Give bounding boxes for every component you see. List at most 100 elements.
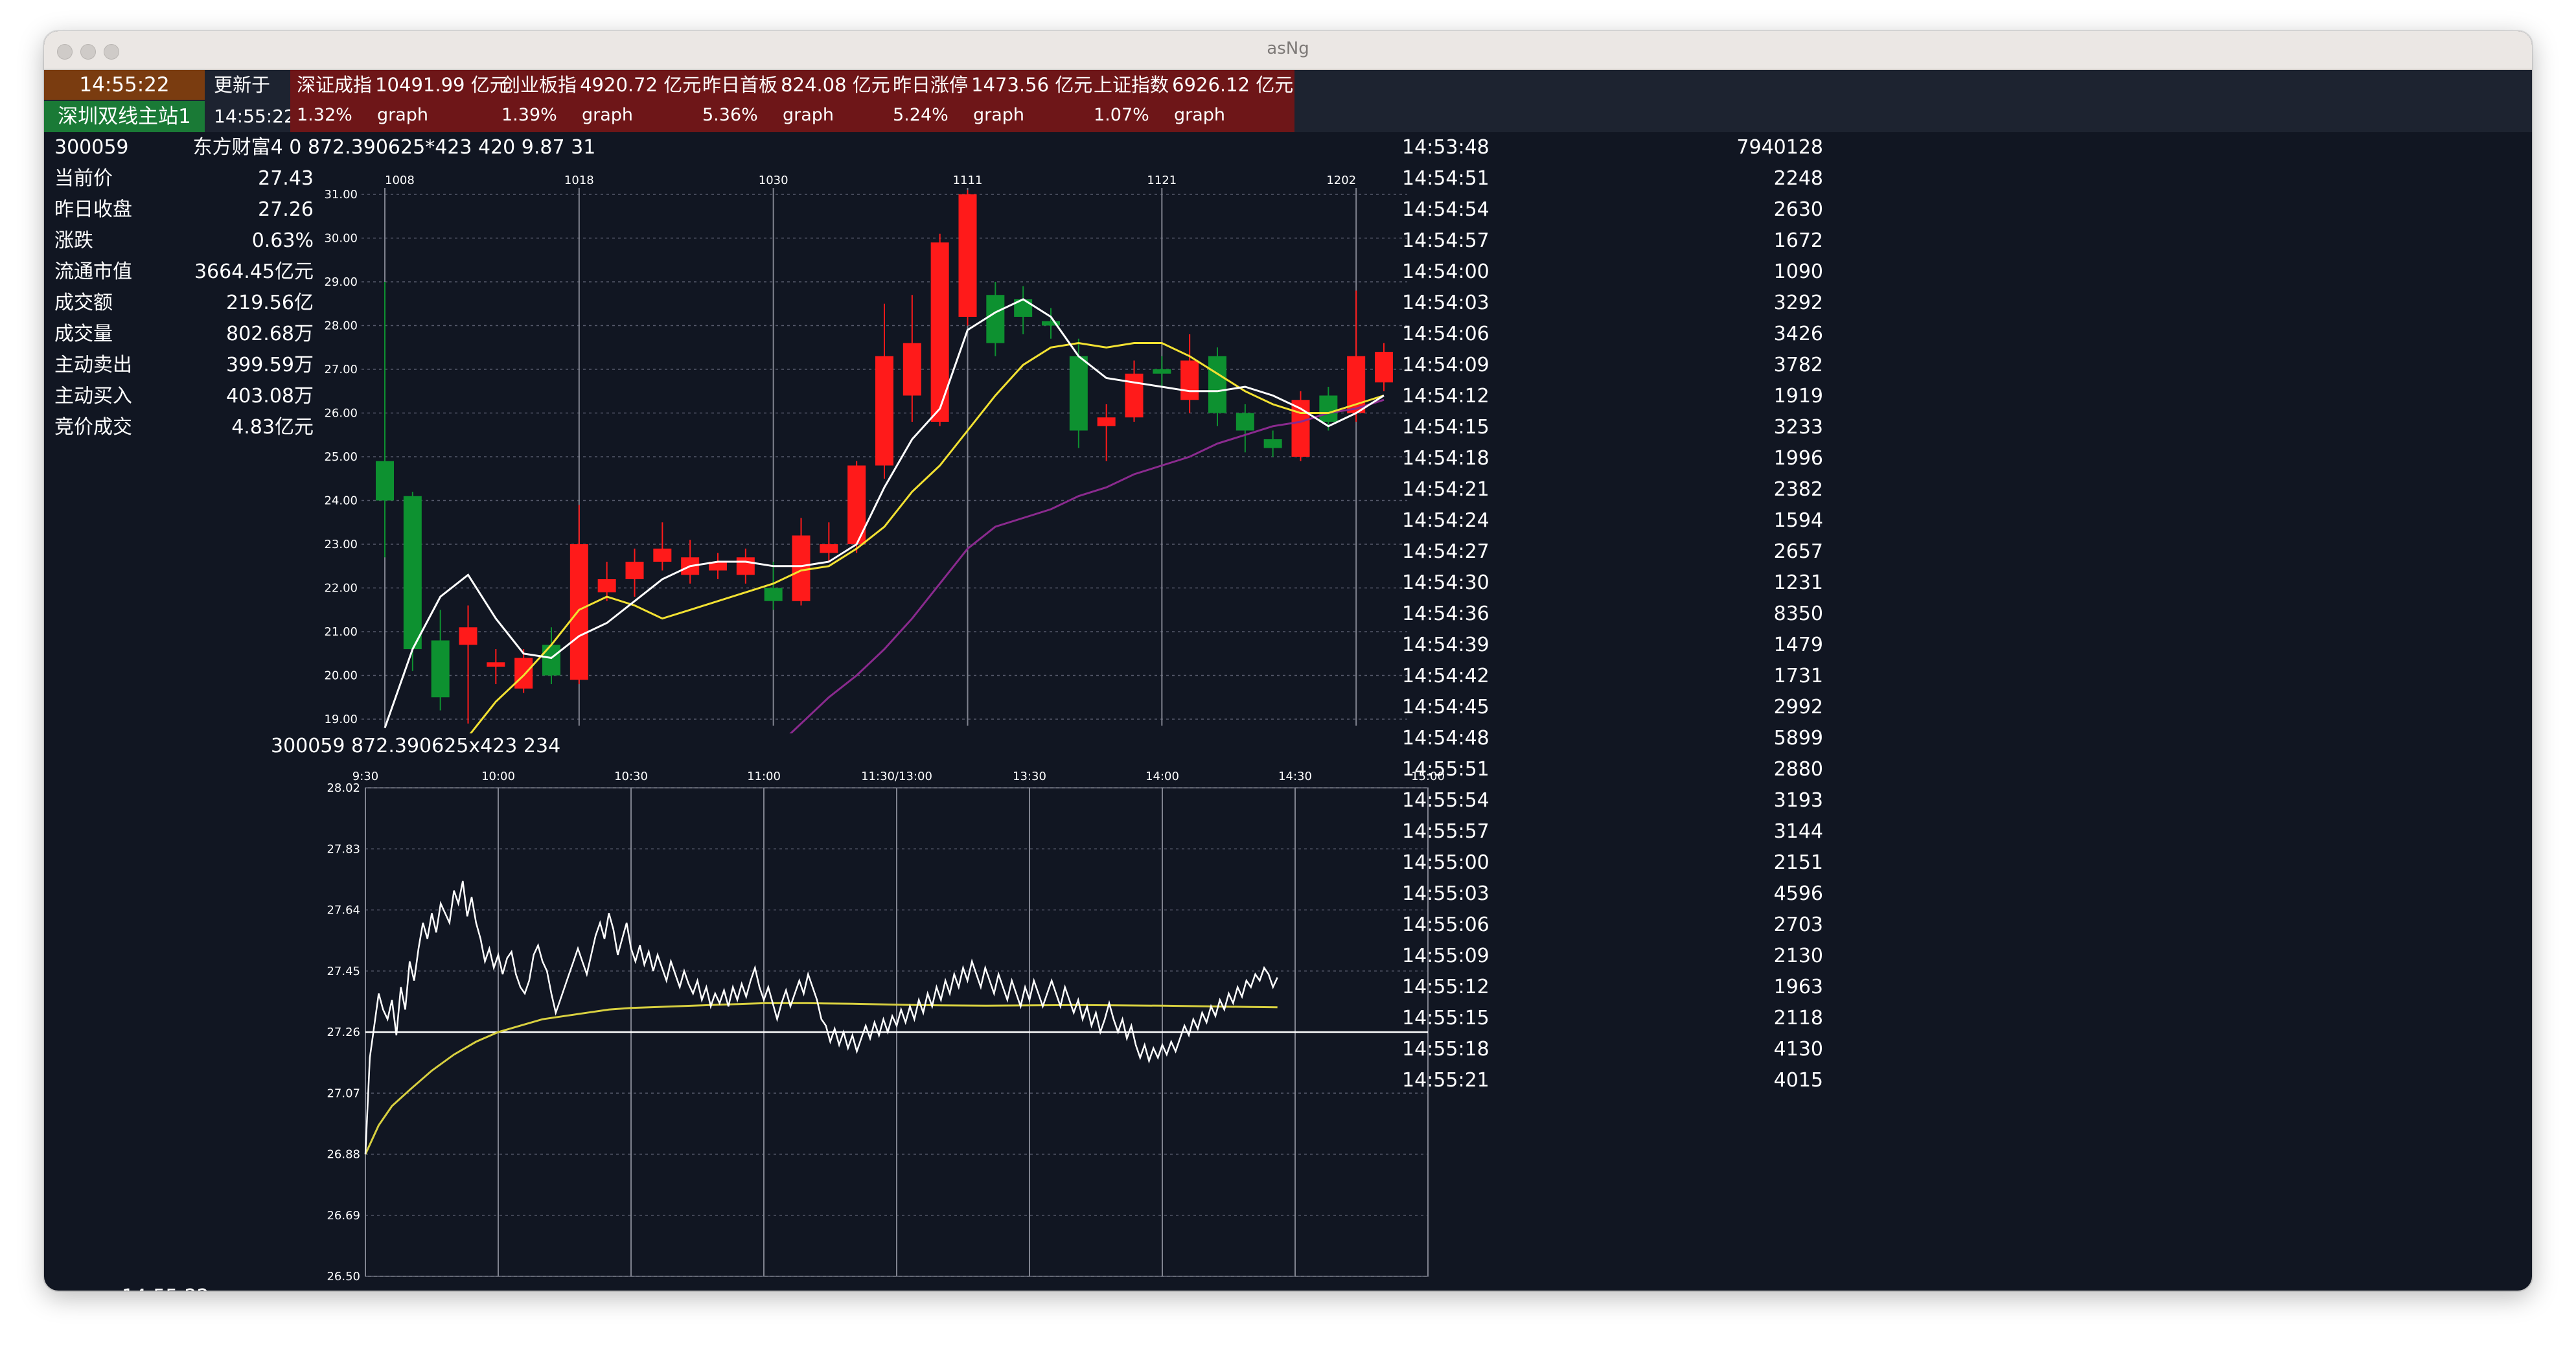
minimize-window-button[interactable] [80,44,96,60]
index-graph-link[interactable]: graph [1174,105,1226,125]
update-label: 更新于 [214,74,271,96]
index-graph-link[interactable]: graph [377,105,429,125]
trade-time: 14:55:54 [1402,789,1489,812]
trade-row: 14:54:51 2248 [1402,163,1823,194]
candle-body [986,295,1005,343]
trade-time: 14:54:48 [1402,727,1489,750]
index-change: 1.32% [297,105,352,125]
candle-body [764,588,783,601]
trade-time: 14:54:51 [1402,167,1489,190]
candle-body [1153,369,1171,374]
stat-label: 流通市值 [54,260,132,283]
candle-body [514,658,533,689]
stat-row: 主动买入 403.08万 [54,381,314,412]
y-tick-label: 30.00 [324,232,358,246]
index-item: 深证成指 10491.99 亿元 1.32% graph [297,70,509,132]
trade-time: 14:55:03 [1402,882,1489,905]
window-title: asNg [1267,39,1309,58]
trade-volume: 3292 [1773,292,1823,314]
index-value: 824.08 亿元 [781,74,890,96]
stat-value: 403.08万 [226,385,314,408]
stat-label: 成交量 [54,323,113,345]
trade-time: 14:54:42 [1402,665,1489,687]
trade-volume: 8350 [1773,603,1823,625]
trade-time: 14:54:39 [1402,634,1489,656]
index-change: 5.36% [702,105,758,125]
trade-volume: 1996 [1773,447,1823,470]
stat-label: 当前价 [54,167,113,190]
stock-code: 300059 [54,136,129,159]
close-window-button[interactable] [57,44,73,60]
trade-volume: 4596 [1773,882,1823,905]
trade-list[interactable]: 14:53:48 7940128 14:54:51 2248 14:54:54 263… [1402,132,1823,1096]
index-name: 昨日涨停 [893,74,969,96]
intraday-chart[interactable]: 28.02 27.83 27.64 27.45 27.26 27.07 26.88 26.69… [271,764,1450,1289]
y-tick-label: 25.00 [324,450,358,464]
trade-row: 14:54:00 1090 [1402,257,1823,288]
trade-row: 14:54:42 1731 [1402,661,1823,692]
stat-label: 主动卖出 [54,354,132,376]
stat-row: 昨日收盘 27.26 [54,194,314,225]
zoom-window-button[interactable] [104,44,119,60]
trade-time: 14:55:21 [1402,1069,1489,1092]
candle-body [459,627,477,645]
candle-body [653,548,672,562]
index-change: 5.24% [893,105,949,125]
candle-body [875,356,893,466]
ma-long-line [789,398,1385,733]
trade-time: 14:53:48 [1402,136,1489,159]
trade-time: 14:54:57 [1402,229,1489,252]
index-name: 昨日首板 [702,74,778,96]
trade-volume: 3426 [1773,323,1823,345]
trade-volume: 2130 [1773,945,1823,967]
price-line [364,880,1278,1155]
candle-body [792,535,811,601]
server-station[interactable]: 深圳双线主站1 [44,101,205,132]
stat-label: 主动买入 [54,385,132,408]
stat-label: 涨跌 [54,229,93,252]
trade-volume: 2118 [1773,1007,1823,1029]
footer-clock: 14:55:22 [122,1285,209,1291]
time-label: 10:00 [481,770,515,783]
trade-time: 14:54:27 [1402,540,1489,563]
candle-body [431,640,450,698]
time-label: 15:00 [1411,770,1445,783]
y-tick-label: 27.00 [324,363,358,376]
y-tick-label: 29.00 [324,275,358,289]
ma-short-line [384,298,1385,728]
kline-chart[interactable]: 31.00 30.00 29.00 28.00 27.00 26.00 25.00 24.00… [271,163,1437,733]
trade-row: 14:55:12 1963 [1402,972,1823,1003]
index-graph-link[interactable]: graph [973,105,1025,125]
trade-time: 14:54:03 [1402,292,1489,314]
candle-body [930,242,949,422]
candle-body [1125,373,1144,418]
y-tick-label: 26.69 [327,1209,360,1223]
date-label: 1111 [953,174,983,187]
index-item: 上证指数 6926.12 亿元 1.07% graph [1094,70,1293,132]
trade-volume: 2630 [1773,198,1823,221]
y-tick-label: 21.00 [324,625,358,639]
index-item: 昨日首板 824.08 亿元 5.36% graph [702,70,890,132]
candle-body [736,557,755,575]
candle-body [1180,360,1199,400]
trade-time: 14:54:00 [1402,260,1489,283]
market-info-bar: 14:55:22 深圳双线主站1 更新于 14:55:22 深证成指 10491… [44,70,2532,132]
index-change: 1.07% [1094,105,1149,125]
market-clock: 14:55:22 [44,70,205,100]
candle-body [958,194,977,317]
index-graph-link[interactable]: graph [582,105,634,125]
stat-value: 802.68万 [226,323,314,345]
stock-header: 300059 东方财富4 0 872.390625*423 420 9.87 3… [54,132,595,163]
y-tick-label: 22.00 [324,582,358,595]
trade-volume: 1731 [1773,665,1823,687]
index-value: 4920.72 亿元 [580,74,702,96]
time-label: 10:30 [614,770,648,783]
trade-row: 14:54:30 1231 [1402,568,1823,599]
trade-time: 14:55:15 [1402,1007,1489,1029]
date-label: 1121 [1147,174,1177,187]
trade-time: 14:54:45 [1402,696,1489,718]
stat-value: 219.56亿 [226,292,314,314]
index-graph-link[interactable]: graph [783,105,834,125]
trade-row: 14:55:09 2130 [1402,941,1823,972]
trade-time: 14:54:36 [1402,603,1489,625]
